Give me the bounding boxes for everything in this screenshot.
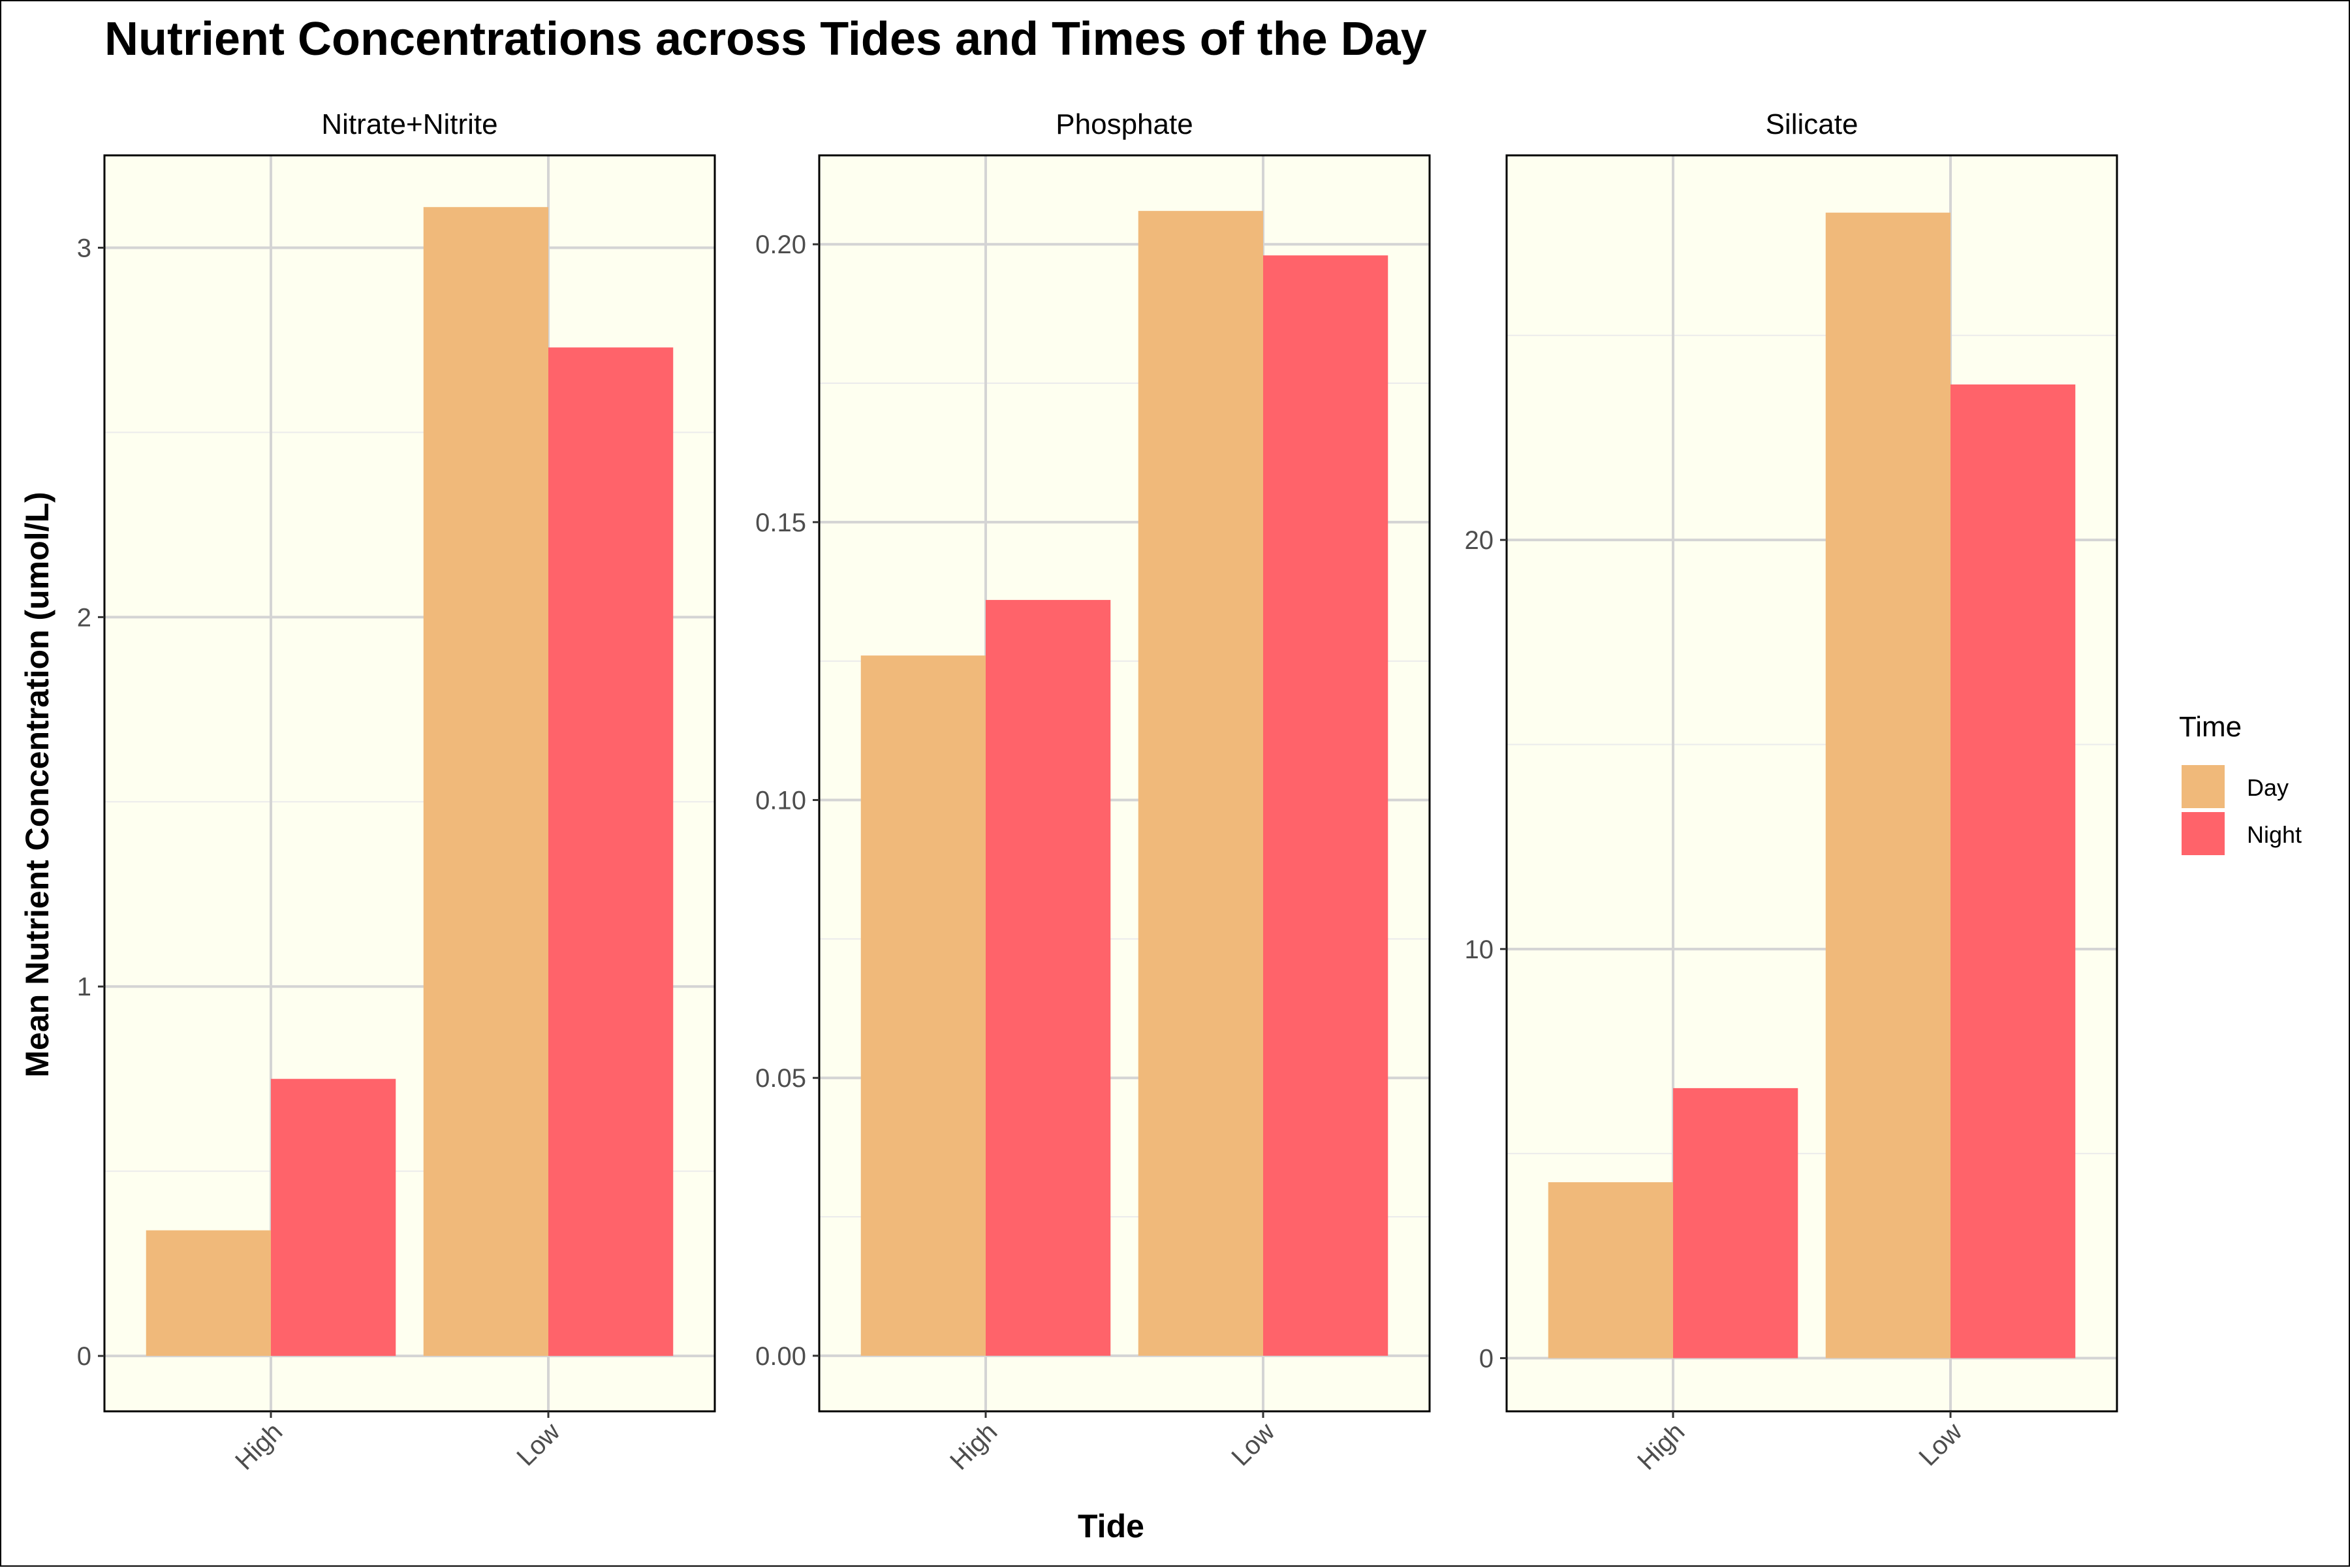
x-tick-label: High [945, 1417, 1003, 1475]
x-tick-label: Low [1226, 1417, 1280, 1471]
bar-silicate-high-night [1673, 1088, 1798, 1358]
legend-label-night: Night [2247, 821, 2302, 848]
y-tick-label: 2 [77, 603, 91, 632]
bar-silicate-high-day [1548, 1182, 1673, 1358]
y-tick-label: 0.10 [755, 787, 806, 815]
x-tick-label: Low [1913, 1417, 1967, 1471]
panel-title-nitrate-nitrite: Nitrate+Nitrite [321, 108, 497, 140]
panel-nitrate-nitrite: Nitrate+Nitrite 0 1 2 3 High Low [77, 108, 716, 1476]
x-tick-label: Low [511, 1417, 565, 1471]
panels-layer: Nitrate+Nitrite 0 1 2 3 High Low Phosphate 0.00 0… [77, 108, 2118, 1476]
legend-swatch-day [2182, 765, 2225, 808]
y-tick-label: 0 [77, 1342, 91, 1371]
x-tick-label: High [230, 1417, 288, 1475]
legend-swatch-night [2182, 812, 2225, 855]
bar-phosphate-low-day [1138, 211, 1263, 1356]
legend-entries: Day Night [2182, 765, 2302, 855]
legend: Time Day Night [2179, 711, 2302, 855]
panel-border [103, 154, 716, 1413]
y-tick-label: 0.15 [755, 509, 806, 537]
panel-border [818, 154, 1431, 1413]
x-axis-label: Tide [1078, 1508, 1144, 1544]
panel-title-phosphate: Phosphate [1056, 108, 1193, 140]
y-tick-label: 1 [77, 973, 91, 1001]
bar-nitrate-nitrite-low-day [423, 207, 548, 1356]
bar-nitrate-nitrite-low-night [548, 347, 674, 1356]
legend-title: Time [2179, 711, 2242, 743]
bar-silicate-low-day [1825, 212, 1950, 1358]
x-tick-label: High [1632, 1417, 1690, 1475]
y-tick-label: 10 [1465, 935, 1494, 964]
bar-nitrate-nitrite-high-night [271, 1078, 396, 1356]
legend-label-day: Day [2247, 774, 2289, 801]
y-tick-label: 20 [1465, 526, 1494, 555]
bar-phosphate-low-night [1263, 255, 1388, 1356]
panel-phosphate: Phosphate 0.00 0.05 0.10 0.15 0.20 High Low [755, 108, 1431, 1476]
bar-phosphate-high-day [860, 655, 986, 1356]
y-axis-label: Mean Nutrient Concentration (umol/L) [19, 492, 55, 1077]
panel-title-silicate: Silicate [1766, 108, 1858, 140]
y-tick-label: 0 [1479, 1345, 1494, 1373]
bar-nitrate-nitrite-high-day [146, 1230, 271, 1356]
y-tick-label: 0.20 [755, 230, 806, 259]
panel-border [1505, 154, 2118, 1413]
chart-title: Nutrient Concentrations across Tides and… [104, 13, 1427, 65]
y-tick-label: 3 [77, 234, 91, 262]
bar-silicate-low-night [1950, 384, 2076, 1358]
bar-phosphate-high-night [986, 600, 1111, 1356]
y-tick-label: 0.00 [755, 1342, 806, 1371]
y-tick-label: 0.05 [755, 1064, 806, 1093]
panel-silicate: Silicate 0 10 20 High Low [1465, 108, 2118, 1476]
